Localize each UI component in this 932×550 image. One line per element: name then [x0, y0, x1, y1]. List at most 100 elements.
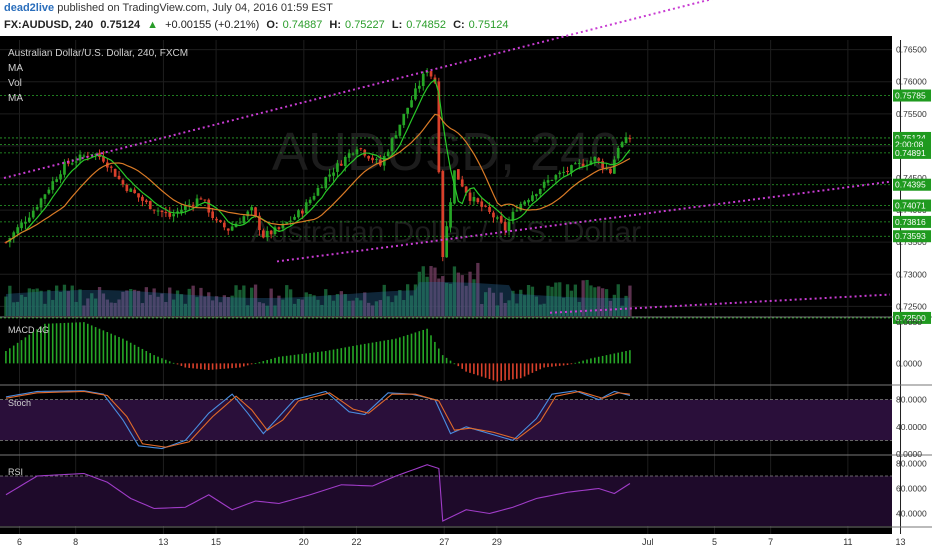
- candle-body: [574, 163, 577, 165]
- volume-bar: [277, 295, 281, 316]
- chart-title: Australian Dollar/U.S. Dollar, 240, FXCM: [8, 48, 188, 59]
- volume-bar: [261, 303, 265, 316]
- ma-label-2[interactable]: MA: [8, 93, 23, 104]
- volume-bar: [320, 304, 324, 316]
- volume-bar: [550, 286, 554, 316]
- candle-body: [215, 218, 218, 221]
- macd-bar: [352, 345, 354, 364]
- candle-body: [289, 220, 292, 222]
- close-label: C:: [453, 19, 465, 31]
- volume-bar: [335, 294, 340, 316]
- macd-bar: [348, 346, 350, 364]
- volume-bar: [156, 296, 160, 316]
- volume-bar: [628, 285, 632, 316]
- macd-bar: [172, 362, 175, 364]
- level-tag: [893, 215, 931, 228]
- macd-bar: [149, 353, 151, 364]
- candle-body: [449, 202, 452, 228]
- macd-label[interactable]: MACD 4G: [8, 325, 49, 335]
- candle-body: [484, 205, 487, 207]
- rsi-tick-label: 80.0000: [896, 459, 927, 469]
- candle-body: [129, 188, 133, 192]
- candle-body: [429, 71, 433, 77]
- macd-bar: [363, 343, 366, 364]
- volume-bar: [168, 287, 172, 316]
- macd-bar: [383, 340, 385, 364]
- macd-bar: [543, 363, 545, 368]
- volume-bar: [526, 285, 531, 316]
- macd-bar: [90, 325, 93, 364]
- candle-body: [332, 172, 335, 176]
- macd-bar: [324, 351, 327, 364]
- macd-bar: [519, 363, 522, 379]
- volume-bar: [569, 290, 574, 316]
- candle-body: [597, 158, 601, 161]
- time-axis-background: [0, 534, 892, 550]
- volume-bar: [593, 287, 597, 316]
- rsi-label[interactable]: RSI: [8, 467, 23, 477]
- volume-bar: [530, 286, 535, 316]
- volume-bar: [86, 298, 90, 316]
- macd-bar: [246, 363, 249, 366]
- volume-bar: [172, 299, 176, 316]
- candle-body: [24, 221, 27, 224]
- candle-body: [262, 230, 265, 238]
- macd-bar: [141, 348, 144, 364]
- macd-bar: [67, 322, 70, 364]
- macd-bar: [87, 323, 89, 364]
- volume-bar: [265, 305, 269, 316]
- volume-bar: [253, 284, 258, 316]
- candle-body: [523, 201, 526, 205]
- volume-bar: [565, 284, 570, 316]
- macd-bar: [449, 360, 452, 364]
- macd-bar: [36, 329, 38, 364]
- pane-separators: [0, 316, 932, 528]
- price-tick-label: 0.72500: [896, 301, 927, 311]
- macd-bar: [321, 351, 323, 364]
- volume-bar: [390, 302, 394, 316]
- candle-body: [406, 107, 409, 114]
- level-tag-label: 0.75785: [895, 91, 926, 101]
- candle-body: [503, 222, 507, 231]
- volume-bar: [214, 296, 219, 316]
- volume-bar: [495, 305, 499, 316]
- candle-body: [351, 153, 355, 155]
- ma-label-1[interactable]: MA: [8, 63, 23, 74]
- candle-body: [535, 194, 538, 197]
- macd-bar: [527, 363, 530, 375]
- macd-bar: [605, 355, 608, 364]
- volume-bar: [608, 300, 613, 316]
- candle-body: [74, 161, 78, 163]
- volume-bar: [117, 299, 121, 316]
- volume-label[interactable]: Vol: [8, 78, 22, 89]
- macd-bar: [535, 363, 538, 372]
- publisher-name[interactable]: dead2live: [4, 2, 55, 14]
- macd-bar: [188, 363, 190, 368]
- macd-bar: [430, 335, 432, 364]
- macd-bar: [168, 361, 171, 364]
- volume-ma-area: [5, 282, 630, 316]
- macd-bar: [488, 363, 491, 380]
- macd-bar: [102, 330, 105, 364]
- volume-bar: [468, 271, 472, 316]
- volume-bar: [226, 296, 230, 316]
- candle-body: [156, 210, 160, 212]
- macd-bar: [305, 353, 307, 364]
- stoch-label[interactable]: Stoch: [8, 398, 31, 408]
- macd-bar: [340, 348, 343, 364]
- volume-bar: [39, 290, 43, 316]
- candle-body: [457, 169, 460, 180]
- volume-bar: [125, 290, 129, 316]
- macd-bar: [387, 339, 389, 364]
- candle-body: [628, 138, 632, 140]
- macd-bar: [184, 363, 187, 368]
- volume-bar: [55, 285, 59, 316]
- volume-bar: [292, 303, 297, 316]
- volume-bar: [433, 267, 437, 316]
- candle-body: [421, 73, 425, 87]
- candle-body: [624, 137, 628, 144]
- volume-bar: [452, 266, 457, 316]
- volume-bar: [409, 295, 414, 316]
- volume-bar: [203, 296, 207, 316]
